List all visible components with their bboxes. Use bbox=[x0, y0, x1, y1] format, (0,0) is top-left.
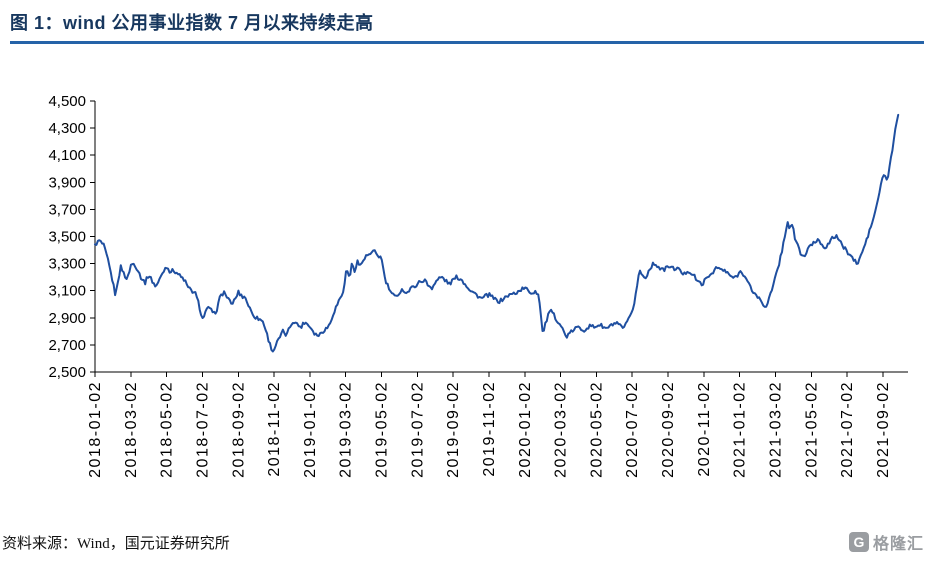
svg-text:2020-05-02: 2020-05-02 bbox=[588, 381, 605, 478]
svg-text:2020-09-02: 2020-09-02 bbox=[660, 381, 677, 478]
svg-text:2019-05-02: 2019-05-02 bbox=[374, 381, 391, 478]
svg-text:2021-07-02: 2021-07-02 bbox=[839, 381, 856, 478]
utility-index-line-chart: 2,500 2,700 2,900 3,100 3,300 3,500 3,700 3,900… bbox=[48, 93, 908, 478]
svg-text:2020-01-02: 2020-01-02 bbox=[517, 381, 534, 478]
svg-text:4,300: 4,300 bbox=[48, 120, 86, 137]
svg-text:3,100: 3,100 bbox=[48, 283, 86, 300]
figure-footer: 资料来源：Wind，国元证券研究所 G 格隆汇 bbox=[0, 514, 934, 566]
svg-text:3,700: 3,700 bbox=[48, 201, 86, 218]
svg-text:2,900: 2,900 bbox=[48, 310, 86, 327]
svg-text:3,900: 3,900 bbox=[48, 174, 86, 191]
svg-text:2019-07-02: 2019-07-02 bbox=[409, 381, 426, 478]
svg-text:2019-03-02: 2019-03-02 bbox=[338, 381, 355, 478]
svg-text:2018-07-02: 2018-07-02 bbox=[194, 381, 211, 478]
svg-text:2021-01-02: 2021-01-02 bbox=[732, 381, 749, 478]
svg-text:2018-01-02: 2018-01-02 bbox=[87, 381, 104, 478]
svg-text:3,300: 3,300 bbox=[48, 256, 86, 273]
svg-text:2019-11-02: 2019-11-02 bbox=[481, 381, 498, 477]
svg-text:2020-03-02: 2020-03-02 bbox=[553, 381, 570, 478]
svg-text:2021-09-02: 2021-09-02 bbox=[875, 381, 892, 478]
figure-title: 图 1：wind 公用事业指数 7 月以来持续走高 bbox=[10, 13, 374, 33]
svg-text:2018-09-02: 2018-09-02 bbox=[230, 381, 247, 478]
gelonghui-logo-text: 格隆汇 bbox=[872, 536, 924, 553]
svg-text:2020-11-02: 2020-11-02 bbox=[696, 381, 713, 477]
svg-text:2019-01-02: 2019-01-02 bbox=[302, 381, 319, 478]
svg-text:2018-11-02: 2018-11-02 bbox=[266, 381, 283, 477]
svg-text:2,500: 2,500 bbox=[48, 364, 86, 381]
title-divider bbox=[10, 41, 924, 44]
svg-text:4,100: 4,100 bbox=[48, 147, 86, 164]
svg-text:2018-05-02: 2018-05-02 bbox=[159, 381, 176, 478]
figure-header: 图 1：wind 公用事业指数 7 月以来持续走高 bbox=[0, 0, 934, 44]
svg-text:2020-07-02: 2020-07-02 bbox=[624, 381, 641, 478]
source-text: 资料来源：Wind，国元证券研究所 bbox=[2, 535, 230, 552]
svg-text:2019-09-02: 2019-09-02 bbox=[445, 381, 462, 478]
svg-text:2021-05-02: 2021-05-02 bbox=[803, 381, 820, 478]
svg-text:2021-03-02: 2021-03-02 bbox=[767, 381, 784, 478]
svg-text:4,500: 4,500 bbox=[48, 93, 86, 110]
svg-text:2,700: 2,700 bbox=[48, 337, 86, 354]
gelonghui-logo-icon: G bbox=[848, 532, 869, 552]
svg-text:2018-03-02: 2018-03-02 bbox=[123, 381, 140, 478]
gelonghui-logo: G 格隆汇 bbox=[848, 530, 924, 554]
svg-text:3,500: 3,500 bbox=[48, 229, 86, 246]
